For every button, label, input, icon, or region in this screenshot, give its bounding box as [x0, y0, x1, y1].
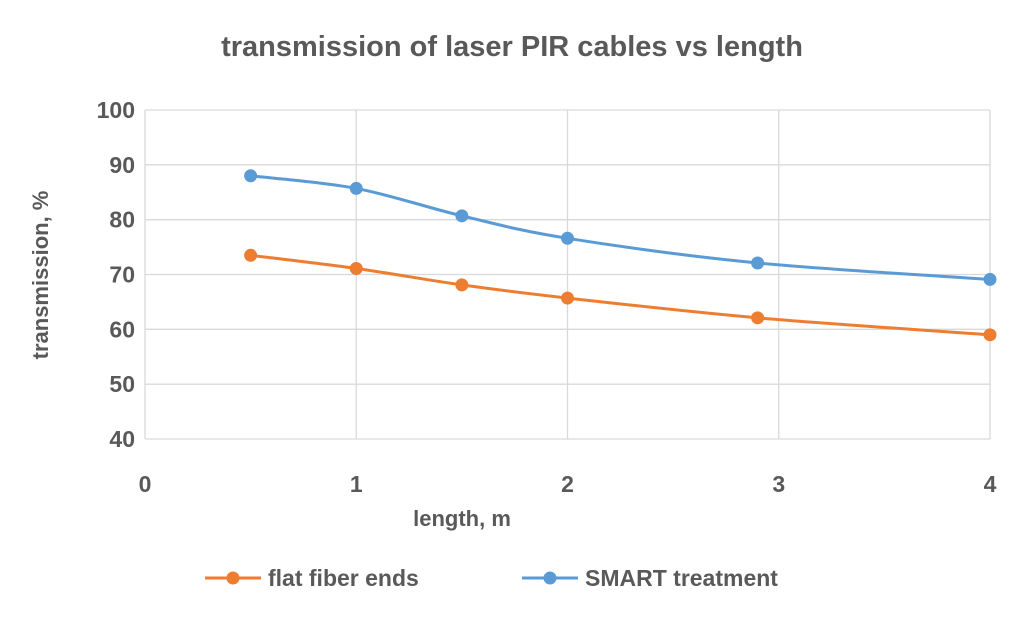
y-tick-labels: 40 50 60 70 80 90 100 [97, 97, 135, 452]
y-tick-label: 70 [109, 262, 135, 288]
legend-label: SMART treatment [585, 565, 778, 591]
data-point [983, 272, 997, 286]
data-point [349, 261, 363, 275]
x-tick-label: 4 [984, 471, 997, 497]
data-point [751, 256, 765, 270]
data-point [349, 181, 363, 195]
series-group [244, 169, 997, 342]
grid [144, 109, 991, 440]
y-tick-label: 50 [109, 371, 135, 397]
x-axis-label: length, m [413, 506, 511, 531]
y-tick-label: 80 [109, 207, 135, 233]
data-point [561, 291, 574, 305]
data-point [983, 328, 997, 342]
data-point [244, 248, 258, 262]
data-point [244, 169, 258, 183]
legend-marker [226, 571, 240, 585]
x-tick-label: 3 [772, 471, 785, 497]
legend-marker [543, 571, 557, 585]
x-tick-label: 2 [561, 471, 574, 497]
y-axis-label: transmission, % [28, 191, 53, 360]
y-tick-label: 90 [109, 152, 135, 178]
data-point [561, 231, 574, 245]
y-tick-label: 40 [109, 426, 135, 452]
legend-label: flat fiber ends [268, 565, 419, 591]
chart-title: transmission of laser PIR cables vs leng… [221, 31, 803, 63]
data-point [455, 278, 469, 292]
x-tick-label: 0 [139, 471, 152, 497]
x-tick-labels: 0 1 2 3 4 [139, 471, 997, 497]
y-tick-label: 100 [97, 97, 135, 123]
data-point [455, 209, 469, 223]
legend: flat fiber ends SMART treatment [205, 565, 778, 591]
x-tick-label: 1 [350, 471, 363, 497]
y-tick-label: 60 [109, 316, 135, 342]
data-point [751, 311, 765, 325]
